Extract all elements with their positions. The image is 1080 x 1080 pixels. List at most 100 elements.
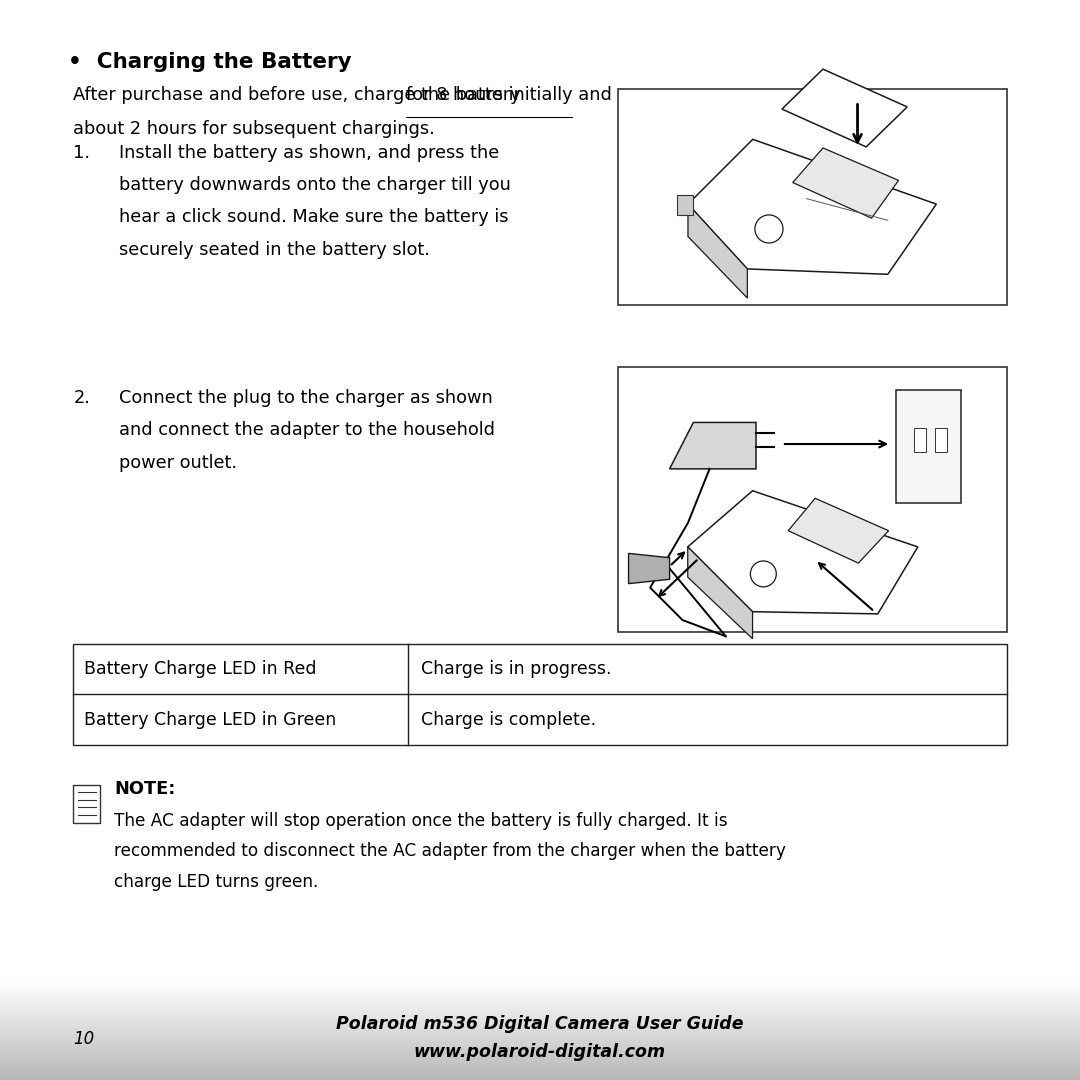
Bar — [0, 1025, 1080, 1027]
Bar — [618, 367, 1007, 632]
Bar — [0, 1021, 1080, 1022]
Bar — [618, 89, 1007, 305]
Bar — [73, 785, 100, 823]
Text: Battery Charge LED in Red: Battery Charge LED in Red — [84, 660, 316, 678]
Bar — [0, 993, 1080, 994]
Bar — [0, 1058, 1080, 1061]
Bar — [0, 1009, 1080, 1011]
Bar — [0, 1057, 1080, 1058]
Polygon shape — [793, 148, 899, 218]
Text: After purchase and before use, charge the battery: After purchase and before use, charge th… — [73, 86, 527, 105]
Bar — [0, 999, 1080, 1000]
Bar — [0, 1008, 1080, 1009]
Bar — [0, 1032, 1080, 1034]
Bar — [935, 428, 947, 451]
Text: NOTE:: NOTE: — [114, 780, 176, 798]
Text: 1.: 1. — [73, 144, 91, 162]
Text: Charge is complete.: Charge is complete. — [421, 711, 596, 729]
Bar — [0, 1030, 1080, 1032]
Bar — [0, 1050, 1080, 1052]
Bar — [0, 1078, 1080, 1080]
Bar — [0, 1045, 1080, 1047]
Bar — [0, 990, 1080, 993]
Bar — [0, 1075, 1080, 1077]
Bar — [0, 1061, 1080, 1062]
Bar — [0, 1015, 1080, 1017]
Text: Install the battery as shown, and press the: Install the battery as shown, and press … — [119, 144, 499, 162]
Bar — [0, 1071, 1080, 1074]
Text: about 2 hours for subsequent chargings.: about 2 hours for subsequent chargings. — [73, 120, 435, 138]
Text: recommended to disconnect the AC adapter from the charger when the battery: recommended to disconnect the AC adapter… — [114, 842, 786, 861]
Bar — [0, 1036, 1080, 1037]
Bar — [0, 1053, 1080, 1055]
Bar — [0, 1012, 1080, 1014]
Bar — [0, 1002, 1080, 1003]
Text: The AC adapter will stop operation once the battery is fully charged. It is: The AC adapter will stop operation once … — [114, 812, 728, 831]
Bar — [0, 1024, 1080, 1025]
Bar — [0, 989, 1080, 990]
Text: and connect the adapter to the household: and connect the adapter to the household — [119, 421, 495, 440]
Bar — [0, 1043, 1080, 1045]
Bar — [0, 1077, 1080, 1078]
Bar — [677, 195, 693, 215]
Polygon shape — [688, 204, 747, 298]
Polygon shape — [688, 139, 936, 274]
Bar — [0, 1017, 1080, 1018]
Text: charge LED turns green.: charge LED turns green. — [114, 873, 319, 891]
Bar — [0, 1055, 1080, 1057]
Bar — [0, 1040, 1080, 1042]
Circle shape — [755, 215, 783, 243]
Bar — [0, 1067, 1080, 1068]
Polygon shape — [788, 498, 889, 563]
Bar — [0, 1047, 1080, 1049]
Polygon shape — [688, 490, 918, 613]
Polygon shape — [670, 422, 756, 469]
Text: •  Charging the Battery: • Charging the Battery — [68, 52, 352, 72]
Bar — [0, 981, 1080, 983]
Bar — [0, 986, 1080, 987]
Text: hear a click sound. Make sure the battery is: hear a click sound. Make sure the batter… — [119, 208, 509, 227]
Text: 10: 10 — [73, 1030, 95, 1048]
Bar — [0, 997, 1080, 999]
Bar — [0, 1049, 1080, 1050]
Bar — [0, 987, 1080, 989]
Bar — [0, 983, 1080, 984]
Bar — [0, 1005, 1080, 1008]
Bar — [0, 1062, 1080, 1064]
Text: securely seated in the battery slot.: securely seated in the battery slot. — [119, 241, 430, 259]
Bar — [0, 1068, 1080, 1070]
Text: Connect the plug to the charger as shown: Connect the plug to the charger as shown — [119, 389, 492, 407]
Bar — [914, 428, 926, 451]
Bar — [0, 1018, 1080, 1021]
Bar — [0, 1042, 1080, 1043]
Polygon shape — [629, 553, 670, 583]
Bar — [0, 1022, 1080, 1024]
Bar — [0, 1074, 1080, 1075]
Bar — [0, 1064, 1080, 1065]
Bar — [896, 390, 961, 503]
Bar — [0, 1065, 1080, 1067]
Circle shape — [751, 561, 777, 586]
Bar — [0, 1000, 1080, 1002]
Text: Battery Charge LED in Green: Battery Charge LED in Green — [84, 711, 337, 729]
Text: Polaroid m536 Digital Camera User Guide: Polaroid m536 Digital Camera User Guide — [336, 1015, 744, 1032]
Bar — [0, 1028, 1080, 1030]
Bar — [73, 644, 1007, 745]
Bar — [0, 1014, 1080, 1015]
Text: battery downwards onto the charger till you: battery downwards onto the charger till … — [119, 176, 511, 194]
Text: www.polaroid-digital.com: www.polaroid-digital.com — [414, 1043, 666, 1061]
Bar — [0, 1052, 1080, 1053]
Text: Charge is in progress.: Charge is in progress. — [421, 660, 611, 678]
Polygon shape — [782, 69, 907, 147]
Bar — [0, 1034, 1080, 1036]
Bar — [0, 994, 1080, 996]
Bar — [0, 996, 1080, 997]
Bar — [0, 1070, 1080, 1071]
Bar — [0, 984, 1080, 986]
Bar — [0, 1011, 1080, 1012]
Text: 2.: 2. — [73, 389, 91, 407]
Text: for 8 hours initially and: for 8 hours initially and — [406, 86, 611, 105]
Bar — [0, 1039, 1080, 1040]
Polygon shape — [688, 546, 753, 638]
Bar — [0, 1037, 1080, 1039]
